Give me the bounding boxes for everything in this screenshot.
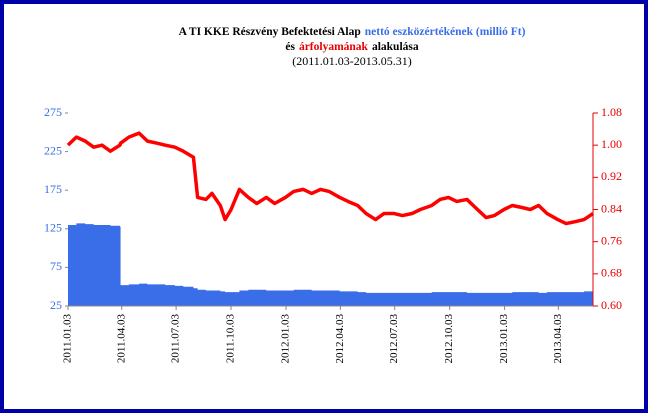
title-part: és <box>285 41 295 53</box>
y-tick-label: 225 <box>44 143 62 157</box>
line <box>66 131 594 226</box>
y2-tick-label: 0.76 <box>601 233 622 247</box>
x-tick-label: 2011.01.03 <box>62 314 74 364</box>
x-tick-label: 2011.10.03 <box>225 314 237 364</box>
y2-tick-label: 0.60 <box>601 298 622 312</box>
y2-tick-label: 1.08 <box>601 105 622 119</box>
y2-tick-label: 0.84 <box>601 201 622 215</box>
y-tick-label: 125 <box>44 221 62 235</box>
x-tick-label: 2011.07.03 <box>170 314 182 364</box>
title-part: árfolyamának <box>299 41 369 53</box>
title-part: nettó eszközértékének (millió Ft) <box>365 26 526 38</box>
chart-title: A TI KKE Részvény Befektetési Alap nettó … <box>179 26 526 38</box>
area <box>68 223 593 306</box>
x-tick-label: 2013.04.03 <box>552 314 564 364</box>
x-tick-label: 2012.07.03 <box>388 314 400 364</box>
x-tick-label: 2013.01.03 <box>498 314 510 364</box>
y-tick-label: 175 <box>44 182 62 196</box>
title-part: A TI KKE Részvény Befektetési Alap <box>179 26 361 38</box>
y-tick-label: 25 <box>50 298 62 312</box>
x-tick-label: 2012.01.03 <box>280 314 292 364</box>
y2-tick-label: 0.92 <box>601 169 622 183</box>
y2-tick-label: 1.00 <box>601 137 622 151</box>
y2-tick-label: 0.68 <box>601 266 622 280</box>
y-tick-label: 275 <box>44 105 62 119</box>
title-part: alakulása <box>372 41 419 53</box>
y-tick-label: 75 <box>50 259 62 273</box>
chart-title: és árfolyamának alakulása <box>285 41 419 53</box>
x-tick-label: 2012.10.03 <box>443 314 455 364</box>
x-tick-label: 2011.04.03 <box>115 314 127 364</box>
chart-subtitle: (2011.01.03-2013.05.31) <box>292 54 412 68</box>
x-tick-label: 2012.04.03 <box>334 314 346 364</box>
